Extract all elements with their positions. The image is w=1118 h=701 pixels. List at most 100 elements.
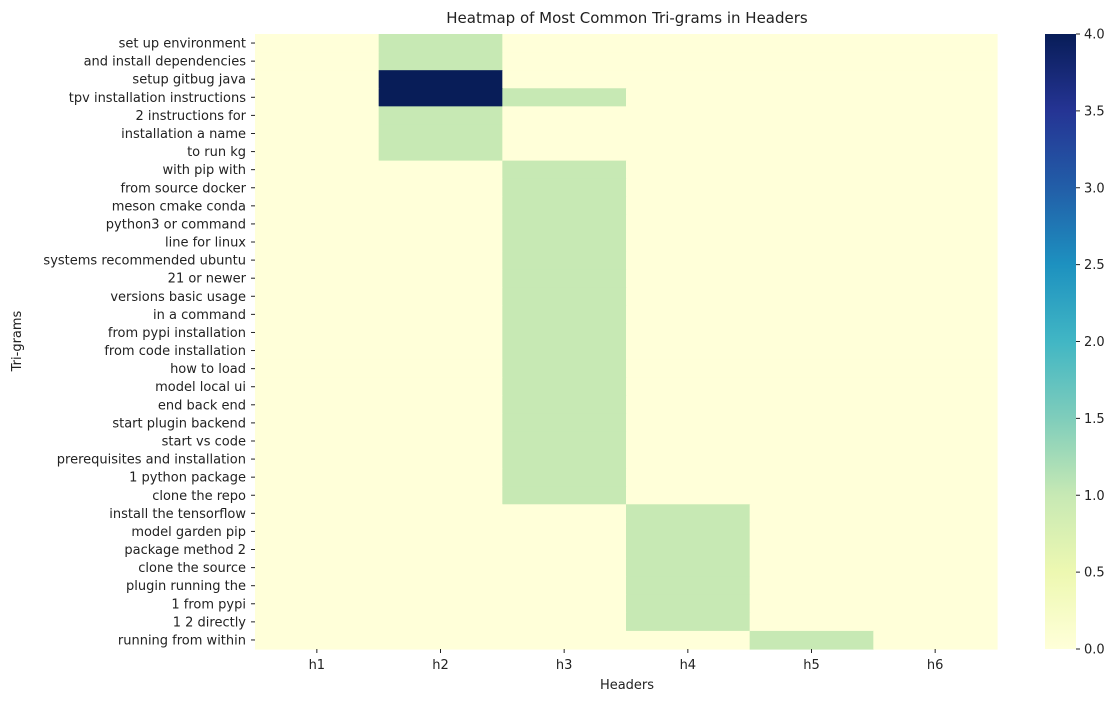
heatmap-cell [749,269,874,288]
heatmap-cell [749,486,874,505]
heatmap-cell [378,214,503,234]
heatmap-cell [502,232,627,252]
heatmap-cell [378,142,503,162]
heatmap-cell [873,486,998,505]
heatmap-cell [255,142,380,162]
heatmap-cell [873,576,998,596]
heatmap-cell [873,558,998,578]
heatmap-cell [873,70,998,89]
heatmap-cell [255,178,380,198]
heatmap-cell [502,178,627,198]
heatmap-cell [255,359,380,379]
heatmap-cell [626,576,751,596]
y-tick-label: from pypi installation [108,326,246,341]
heatmap-cell [626,52,751,71]
y-tick-label: installation a name [121,127,246,142]
heatmap-cell [502,70,627,89]
heatmap-cell [502,576,627,596]
colorbar-tick-label: 0.0 [1084,643,1105,658]
y-tick-label: 2 instructions for [135,109,246,124]
heatmap-cell [626,323,751,343]
heatmap-cell [873,52,998,71]
heatmap-cell [378,395,503,415]
colorbar-tick-label: 1.0 [1084,489,1105,504]
heatmap-cell [873,468,998,487]
heatmap-cell [502,504,627,523]
heatmap-cell [255,486,380,505]
heatmap-cell [255,431,380,451]
heatmap-cell [502,52,627,71]
colorbar-tick-label: 3.0 [1084,181,1105,196]
heatmap-cells [255,34,998,650]
y-tick-label: 1 from pypi [171,597,246,612]
heatmap-cell [749,576,874,596]
y-tick-label: install the tensorflow [109,507,246,522]
heatmap-cell [378,106,503,126]
heatmap-cell [749,395,874,415]
heatmap-cell [626,178,751,198]
heatmap-cell [502,395,627,415]
y-tick-label: start vs code [162,434,246,449]
heatmap-cell [502,34,627,53]
heatmap-cell [626,251,751,270]
y-tick-label: with pip with [162,163,246,178]
y-tick-label: end back end [158,398,246,413]
heatmap-cell [749,232,874,252]
heatmap-cell [873,287,998,306]
heatmap-cell [626,359,751,379]
heatmap-cell [626,612,751,632]
heatmap-cell [749,251,874,270]
heatmap-cell [255,522,380,542]
heatmap-cell [378,468,503,487]
y-tick-label: prerequisites and installation [57,453,246,468]
heatmap-cell [626,196,751,216]
y-tick-label: and install dependencies [84,55,247,70]
y-tick-label: python3 or command [106,217,246,232]
y-tick-labels: set up environment and install dependenci… [43,37,255,648]
heatmap-cell [378,88,503,107]
heatmap-cell [873,160,998,180]
heatmap-cell [873,142,998,162]
heatmap-cell [626,594,751,614]
heatmap-cell [502,540,627,560]
heatmap-cell [255,232,380,252]
heatmap-cell [749,504,874,523]
x-axis-label: Headers [600,678,654,693]
heatmap-cell [378,558,503,578]
heatmap-cell [255,630,380,650]
heatmap-cell [626,630,751,650]
y-tick-label: meson cmake conda [112,199,246,214]
heatmap-cell [502,124,627,144]
heatmap-cell [626,269,751,288]
heatmap-cell [502,630,627,650]
colorbar-tick-label: 2.5 [1084,258,1105,273]
heatmap-cell [378,305,503,325]
heatmap-cell [749,612,874,632]
heatmap-cell [255,468,380,487]
heatmap-cell [749,558,874,578]
heatmap-cell [749,34,874,53]
heatmap-cell [749,196,874,216]
y-tick-label: setup gitbug java [132,73,246,88]
heatmap-cell [626,142,751,162]
colorbar-tick-label: 0.5 [1084,566,1105,581]
heatmap-cell [873,594,998,614]
heatmap-cell [378,413,503,433]
heatmap-cell [749,522,874,542]
heatmap-cell [873,540,998,560]
heatmap-cell [502,142,627,162]
heatmap-cell [873,214,998,234]
heatmap-cell [873,106,998,126]
heatmap-cell [255,287,380,306]
heatmap-cell [378,612,503,632]
y-tick-label: from code installation [104,344,246,359]
heatmap-cell [378,70,503,89]
heatmap-cell [378,450,503,469]
heatmap-cell [502,287,627,306]
heatmap-cell [255,594,380,614]
heatmap-cell [502,214,627,234]
y-tick-label: systems recommended ubuntu [43,254,246,269]
heatmap-cell [749,106,874,126]
heatmap-cell [255,377,380,397]
heatmap-cell [626,504,751,523]
